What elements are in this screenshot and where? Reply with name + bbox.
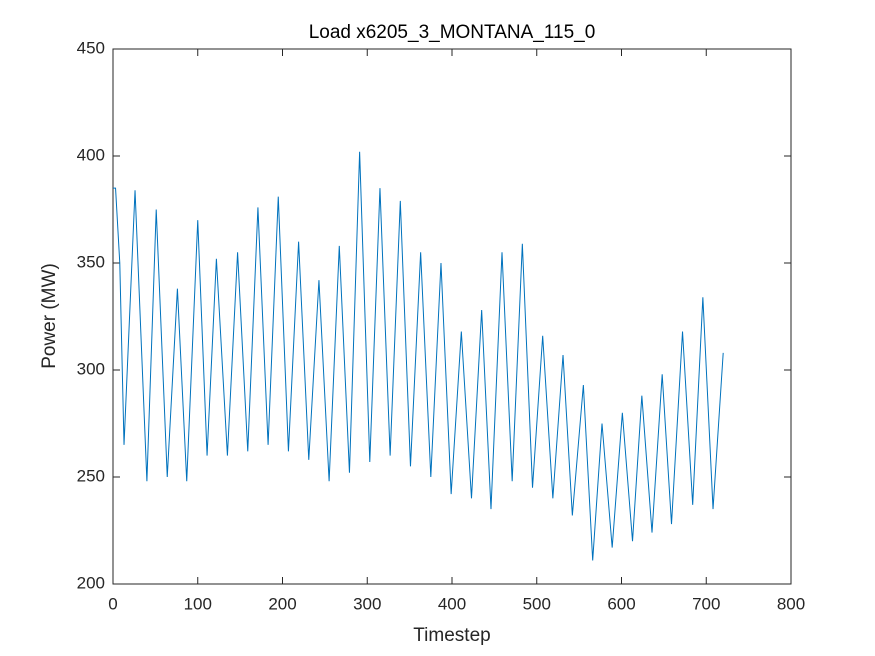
x-tick-label: 300 bbox=[353, 594, 381, 613]
data-line bbox=[113, 151, 724, 561]
y-tick-label: 200 bbox=[77, 573, 105, 592]
y-tick-label: 250 bbox=[77, 466, 105, 485]
x-tick-label: 800 bbox=[777, 594, 805, 613]
x-tick-label: 100 bbox=[184, 594, 212, 613]
x-tick-label: 0 bbox=[108, 594, 117, 613]
y-tick-label: 350 bbox=[77, 252, 105, 271]
x-tick-label: 700 bbox=[692, 594, 720, 613]
y-tick-label: 450 bbox=[77, 38, 105, 57]
y-tick-label: 300 bbox=[77, 359, 105, 378]
x-axis-label: Timestep bbox=[413, 625, 490, 646]
x-tick-label: 600 bbox=[607, 594, 635, 613]
x-tick-label: 400 bbox=[438, 594, 466, 613]
y-tick-label: 400 bbox=[77, 145, 105, 164]
y-axis-label: Power (MW) bbox=[39, 263, 60, 369]
x-tick-label: 200 bbox=[268, 594, 296, 613]
x-tick-label: 500 bbox=[523, 594, 551, 613]
chart-title: Load x6205_3_MONTANA_115_0 bbox=[309, 22, 596, 43]
